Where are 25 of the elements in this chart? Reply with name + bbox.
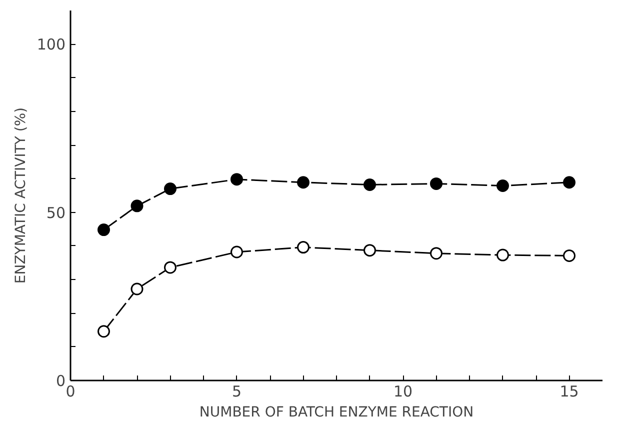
point [496, 180, 509, 192]
x-tick-label: 10 [393, 382, 413, 400]
point [496, 248, 509, 262]
point [130, 200, 144, 212]
point [563, 249, 576, 262]
x-tick-label: 5 [232, 382, 242, 400]
y-tick-label: 100 [36, 36, 66, 54]
point [364, 244, 376, 257]
point [164, 182, 176, 196]
point [98, 325, 110, 338]
point [297, 241, 310, 254]
point [98, 224, 110, 236]
point [430, 247, 442, 260]
y-axis-title: ENZYMATIC ACTIVITY (%) [12, 107, 29, 284]
point [130, 282, 144, 296]
point [230, 173, 243, 186]
point [364, 178, 376, 191]
point [297, 176, 310, 189]
point [164, 261, 176, 274]
x-axis-title: NUMBER OF BATCH ENZYME REACTION [199, 404, 474, 420]
y-tick-label: 50 [46, 204, 66, 222]
point [563, 176, 576, 189]
x-tick-label: 15 [560, 382, 579, 400]
point [230, 246, 243, 258]
point [430, 177, 442, 190]
